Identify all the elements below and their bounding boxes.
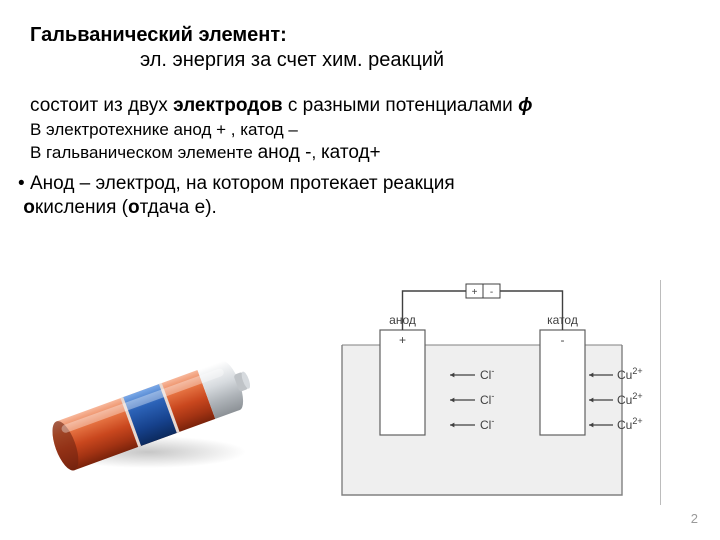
svg-text:катод: катод xyxy=(547,313,578,327)
bullet-mid2: тдача е). xyxy=(140,197,217,218)
svg-text:-: - xyxy=(561,333,565,347)
svg-text:Cu2+: Cu2+ xyxy=(617,416,643,432)
electrolysis-diagram: +-анодкатод+-Cl-Cl-Cl-Cu2+Cu2+Cu2+ xyxy=(320,280,661,505)
bullet-pre: Анод – электрод, на котором протекает ре… xyxy=(30,173,455,194)
bullet-marker: • xyxy=(18,172,30,197)
bullet-mid1: кисления ( xyxy=(35,197,128,218)
svg-text:анод: анод xyxy=(389,313,416,327)
line3-phi: ϕ xyxy=(518,95,532,116)
svg-text:+: + xyxy=(399,333,406,347)
svg-text:Cu2+: Cu2+ xyxy=(617,391,643,407)
bullet-o1: о xyxy=(23,197,35,218)
line5-pre: В гальваническом элементе xyxy=(30,143,258,162)
line-galvanic: В гальваническом элементе анод -, катод+ xyxy=(30,142,690,164)
line3-bold: электродов xyxy=(173,95,283,116)
title: Гальванический элемент: xyxy=(30,24,690,47)
svg-text:Cu2+: Cu2+ xyxy=(617,366,643,382)
line-composition: состоит из двух электродов с разными пот… xyxy=(30,94,690,118)
subtitle: эл. энергия за счет хим. реакций xyxy=(140,49,690,72)
page-number: 2 xyxy=(691,511,698,526)
svg-text:-: - xyxy=(490,287,493,298)
bullet-o2: о xyxy=(128,197,140,218)
slide: Гальванический элемент: эл. энергия за с… xyxy=(0,0,720,540)
line5-mid: , xyxy=(312,143,321,162)
line-electrotech: В электротехнике анод + , катод – xyxy=(30,120,690,140)
line3-post: с разными потенциалами xyxy=(283,95,518,116)
line5-a: анод - xyxy=(258,142,312,163)
line3-pre: состоит из двух xyxy=(30,95,173,116)
bullet-anode: •Анод – электрод, на котором протекает р… xyxy=(18,172,690,221)
svg-text:+: + xyxy=(472,287,478,298)
line5-b: катод+ xyxy=(321,142,381,163)
battery-image xyxy=(30,330,270,480)
